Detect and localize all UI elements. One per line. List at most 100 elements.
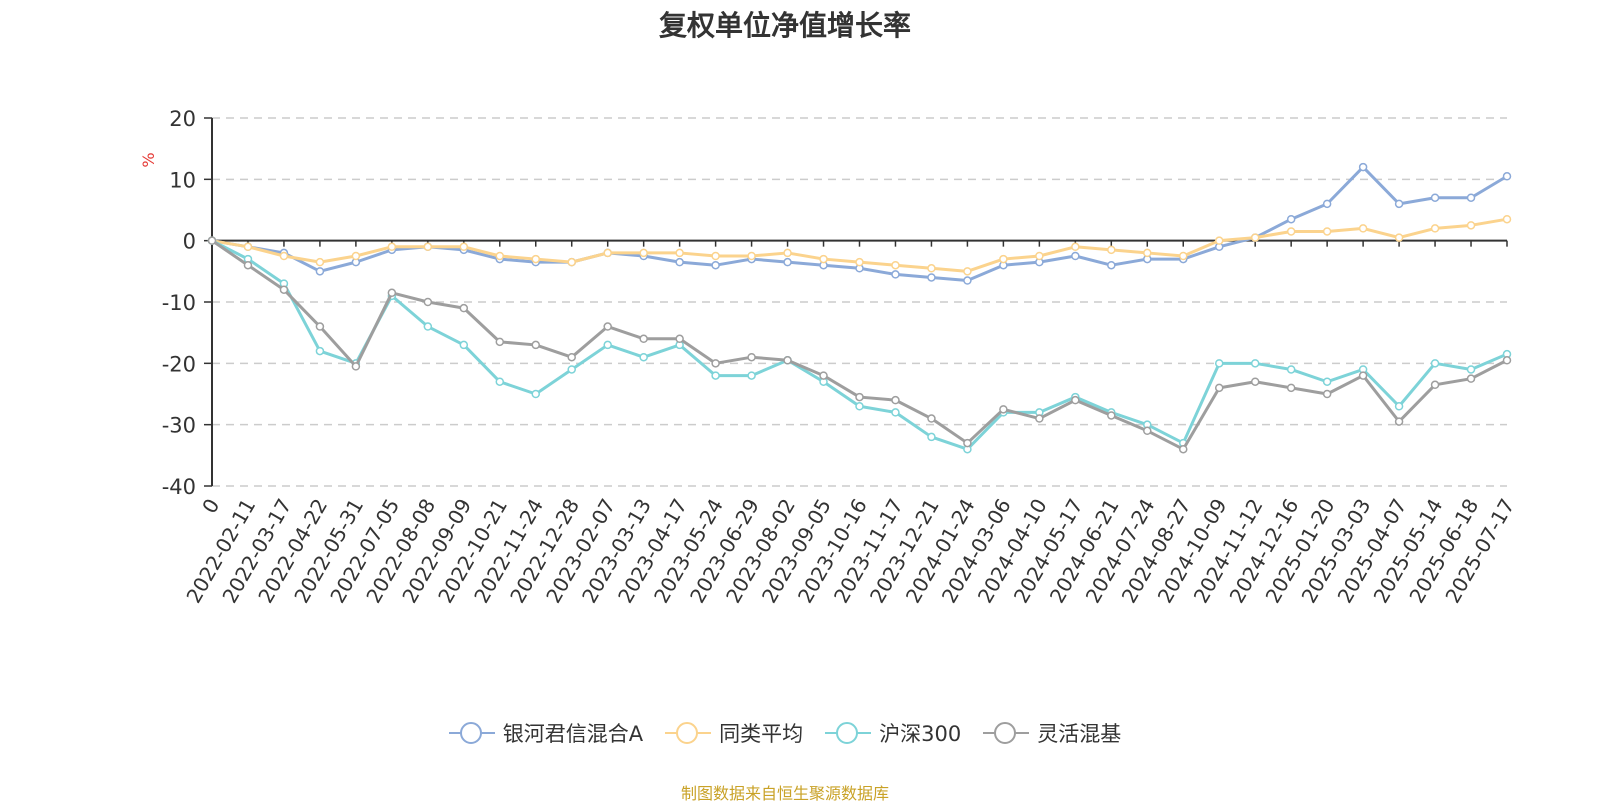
- data-point: [1179, 251, 1188, 261]
- legend-marker-icon: [983, 721, 1030, 745]
- data-point: [927, 432, 936, 442]
- data-point: [387, 242, 397, 252]
- data-point: [855, 392, 864, 402]
- data-point: [999, 254, 1008, 264]
- data-point: [423, 322, 433, 331]
- data-point: [603, 248, 612, 258]
- data-point: [1071, 395, 1080, 405]
- data-point: [891, 270, 900, 279]
- data-point: [675, 334, 684, 344]
- data-point: [1286, 227, 1296, 236]
- data-point: [315, 346, 325, 356]
- data-point: [567, 257, 576, 267]
- data-point: [423, 297, 433, 307]
- data-point: [1466, 365, 1476, 374]
- data-point: [243, 260, 253, 270]
- data-point: [963, 267, 972, 276]
- data-point: [1322, 199, 1332, 209]
- data-point: [927, 273, 936, 282]
- data-point: [315, 267, 325, 276]
- y-tick-label: -30: [162, 414, 196, 438]
- data-point: [495, 251, 505, 261]
- data-point: [1394, 233, 1404, 242]
- legend-item[interactable]: 银河君信混合A: [448, 718, 643, 748]
- data-point: [1071, 251, 1080, 261]
- data-point: [711, 260, 720, 270]
- data-point: [351, 251, 361, 261]
- data-point: [1430, 224, 1440, 233]
- legend-item[interactable]: 灵活混基: [983, 718, 1121, 748]
- data-point: [459, 303, 469, 313]
- x-tick-label: 0: [197, 495, 224, 518]
- data-point: [495, 337, 505, 347]
- data-point: [531, 254, 540, 264]
- data-point: [1466, 193, 1476, 202]
- data-point: [639, 248, 648, 258]
- legend-label: 沪深300: [879, 722, 962, 746]
- data-point: [711, 251, 720, 261]
- data-point: [1394, 402, 1404, 411]
- data-point: [1143, 248, 1152, 258]
- data-point: [243, 242, 253, 252]
- legend-marker-icon: [825, 721, 872, 745]
- data-point: [279, 285, 289, 294]
- data-point: [1214, 359, 1224, 368]
- data-point: [1107, 411, 1116, 420]
- data-point: [783, 248, 792, 258]
- legend-label: 灵活混基: [1037, 722, 1122, 746]
- data-point: [639, 334, 648, 344]
- y-tick-label: 20: [169, 107, 196, 131]
- y-tick-label: 10: [169, 168, 196, 192]
- data-point: [315, 257, 325, 267]
- legend-item[interactable]: 同类平均: [665, 718, 803, 748]
- data-point: [1466, 374, 1476, 383]
- data-point: [1286, 365, 1296, 374]
- data-point: [1250, 359, 1260, 368]
- data-point: [1179, 444, 1188, 454]
- data-point: [963, 438, 972, 448]
- data-point: [495, 377, 505, 386]
- data-point: [1143, 426, 1152, 436]
- legend-marker-icon: [448, 721, 495, 745]
- data-point: [675, 248, 684, 258]
- legend: 银河君信混合A 同类平均 沪深300 灵活混基: [0, 718, 1570, 748]
- data-point: [1107, 245, 1116, 255]
- data-point: [351, 362, 361, 371]
- grid-lines: [212, 117, 1507, 487]
- data-point: [1250, 233, 1260, 242]
- data-point: [1430, 380, 1440, 390]
- data-point: [1286, 383, 1296, 393]
- data-point: [1107, 260, 1116, 270]
- legend-item[interactable]: 沪深300: [825, 718, 961, 748]
- data-point: [855, 257, 864, 267]
- data-point: [1250, 377, 1260, 386]
- data-point: [999, 405, 1008, 414]
- data-point: [387, 288, 397, 298]
- series-3: [207, 236, 1512, 454]
- source-note: 制图数据来自恒生聚源数据库: [680, 784, 889, 803]
- series-1: [207, 214, 1512, 276]
- data-point: [1035, 414, 1044, 423]
- data-point: [1322, 389, 1332, 399]
- y-axis-label: %: [139, 152, 158, 167]
- y-tick-label: -20: [162, 352, 196, 376]
- series-lines: [207, 162, 1512, 454]
- data-point: [1394, 199, 1404, 209]
- data-point: [531, 389, 540, 399]
- data-point: [1071, 242, 1080, 252]
- data-point: [891, 260, 900, 270]
- data-point: [1286, 214, 1296, 224]
- data-point: [1430, 193, 1440, 202]
- data-point: [1358, 162, 1368, 172]
- data-point: [1214, 236, 1224, 245]
- data-point: [1466, 221, 1476, 230]
- data-point: [675, 257, 684, 267]
- data-point: [747, 352, 756, 362]
- data-point: [567, 365, 576, 374]
- data-point: [423, 242, 433, 252]
- chart-title: 复权单位净值增长率: [658, 9, 911, 42]
- data-point: [747, 251, 756, 261]
- data-point: [603, 322, 612, 331]
- data-point: [891, 408, 900, 417]
- data-point: [459, 340, 469, 350]
